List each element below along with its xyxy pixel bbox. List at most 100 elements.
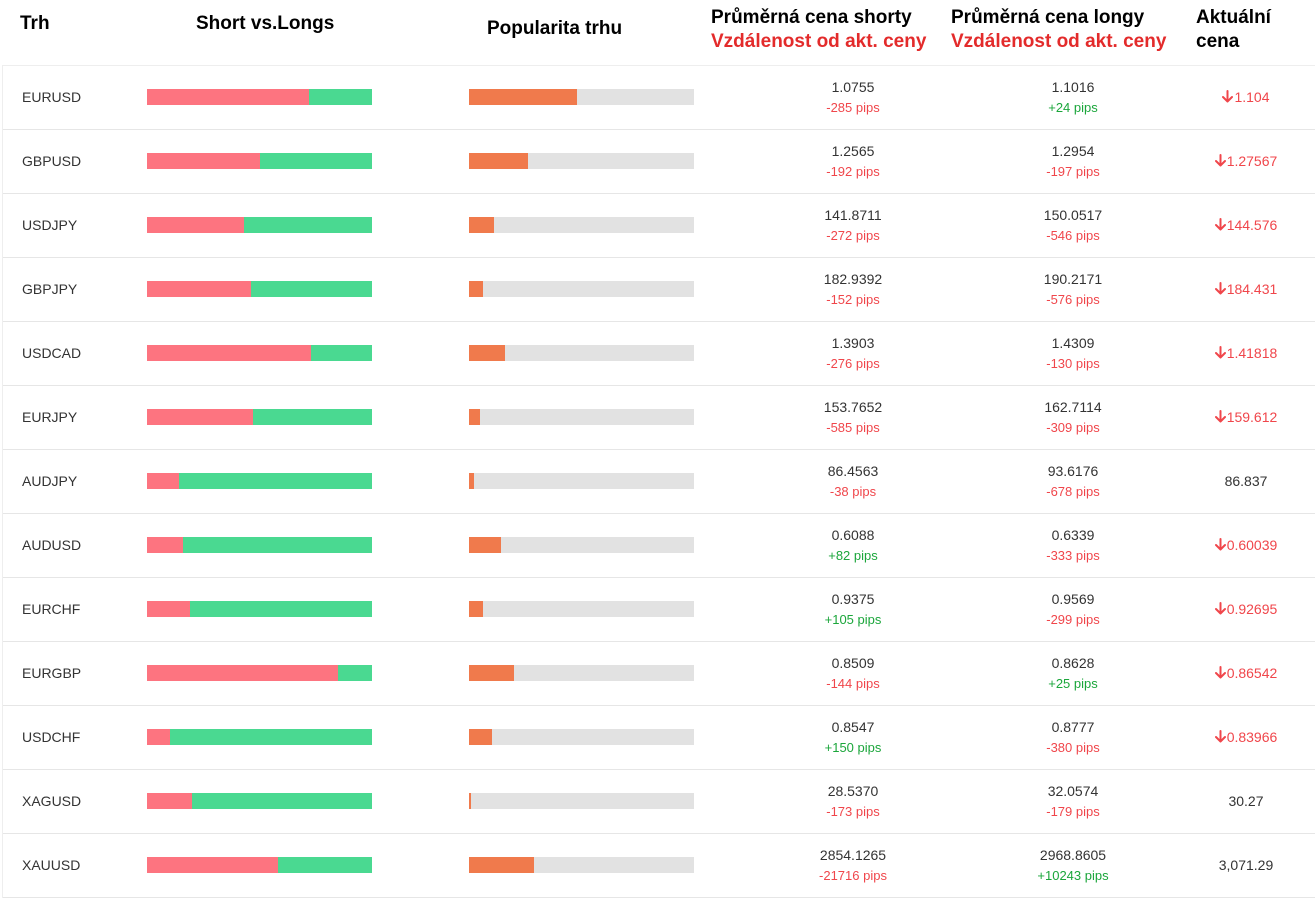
avg-long-cell: 162.7114 -309 pips [973,396,1173,438]
market-symbol[interactable]: USDJPY [22,217,78,233]
popularity-fill [469,473,474,489]
avg-long-cell: 1.2954 -197 pips [973,140,1173,182]
current-price: 30.27 [1228,793,1264,809]
market-symbol[interactable]: EURCHF [22,601,81,617]
short-vs-long-bar [147,153,372,169]
short-vs-long-bar [147,729,372,745]
short-vs-long-bar [147,665,372,681]
short-portion [147,665,339,681]
avg-short-cell: 0.9375 +105 pips [753,588,953,630]
table-row[interactable]: EURGBP 0.8509 -144 pips 0.8628 +25 pips 0.865… [3,642,1315,706]
table-header: Trh Short vs.Longs Popularita trhu Průmě… [0,0,1315,65]
market-symbol[interactable]: GBPJPY [22,281,78,297]
short-portion [147,537,183,553]
table-row[interactable]: AUDUSD 0.6088 +82 pips 0.6339 -333 pips 0.600… [3,514,1315,578]
market-symbol[interactable]: AUDJPY [22,473,78,489]
current-price-cell: 0.60039 [1188,514,1304,577]
avg-long-cell: 0.8628 +25 pips [973,652,1173,694]
short-portion [147,857,278,873]
avg-short-price: 0.8547 [831,719,875,735]
short-portion [147,729,170,745]
avg-long-distance: -380 pips [1046,740,1100,755]
market-symbol[interactable]: EURJPY [22,409,78,425]
market-symbol[interactable]: AUDUSD [22,537,82,553]
popularity-bar [469,89,694,105]
avg-long-distance: -546 pips [1046,228,1100,243]
header-current-price: Aktuální cena [1196,6,1271,54]
table-row[interactable]: GBPUSD 1.2565 -192 pips 1.2954 -197 pips 1.27… [3,130,1315,194]
avg-long-cell: 0.8777 -380 pips [973,716,1173,758]
header-current-price-line1: Aktuální [1196,7,1271,28]
short-portion [147,601,190,617]
avg-short-price: 28.5370 [827,783,879,799]
market-symbol[interactable]: XAGUSD [22,793,82,809]
avg-short-price: 86.4563 [827,463,879,479]
avg-short-price: 1.0755 [831,79,875,95]
market-symbol[interactable]: EURGBP [22,665,82,681]
avg-short-distance: -144 pips [826,676,880,691]
short-vs-long-bar [147,601,372,617]
avg-long-distance: -299 pips [1046,612,1100,627]
short-vs-long-bar [147,857,372,873]
current-price: 1.41818 [1226,345,1278,361]
table-row[interactable]: EURCHF 0.9375 +105 pips 0.9569 -299 pips 0.92… [3,578,1315,642]
avg-long-cell: 150.0517 -546 pips [973,204,1173,246]
current-price: 144.576 [1226,217,1278,233]
market-symbol[interactable]: GBPUSD [22,153,82,169]
current-price: 184.431 [1226,281,1278,297]
avg-short-cell: 182.9392 -152 pips [753,268,953,310]
avg-long-cell: 0.9569 -299 pips [973,588,1173,630]
avg-long-cell: 93.6176 -678 pips [973,460,1173,502]
short-vs-long-bar [147,281,372,297]
short-vs-long-bar [147,793,372,809]
table-row[interactable]: USDCHF 0.8547 +150 pips 0.8777 -380 pips 0.83… [3,706,1315,770]
table-row[interactable]: EURJPY 153.7652 -585 pips 162.7114 -309 pips… [3,386,1315,450]
avg-short-cell: 141.8711 -272 pips [753,204,953,246]
avg-short-distance: -192 pips [826,164,880,179]
table-row[interactable]: XAUUSD 2854.1265 -21716 pips 2968.8605 +1024… [3,834,1315,898]
short-portion [147,153,260,169]
table-row[interactable]: XAGUSD 28.5370 -173 pips 32.0574 -179 pips 30… [3,770,1315,834]
market-symbol[interactable]: USDCAD [22,345,82,361]
header-popularity: Popularita trhu [487,18,623,39]
avg-short-cell: 0.6088 +82 pips [753,524,953,566]
table-row[interactable]: USDJPY 141.8711 -272 pips 150.0517 -546 pips… [3,194,1315,258]
avg-long-distance: -130 pips [1046,356,1100,371]
avg-long-price: 0.9569 [1051,591,1095,607]
avg-long-cell: 190.2171 -576 pips [973,268,1173,310]
current-price-cell: 1.41818 [1188,322,1304,385]
table-row[interactable]: USDCAD 1.3903 -276 pips 1.4309 -130 pips 1.41… [3,322,1315,386]
short-vs-long-bar [147,89,372,105]
avg-short-cell: 0.8509 -144 pips [753,652,953,694]
avg-long-price: 1.2954 [1051,143,1095,159]
avg-long-price: 190.2171 [1043,271,1103,287]
popularity-bar [469,537,694,553]
header-avg-short-distance: Vzdálenost od akt. ceny [711,31,927,52]
avg-long-price: 32.0574 [1047,783,1099,799]
market-symbol[interactable]: EURUSD [22,89,82,105]
avg-short-price: 1.2565 [831,143,875,159]
market-symbol[interactable]: XAUUSD [22,857,81,873]
market-symbol[interactable]: USDCHF [22,729,81,745]
header-short-vs-longs: Short vs.Longs [196,13,335,34]
short-portion [147,217,244,233]
avg-long-price: 0.8777 [1051,719,1095,735]
table-body: EURUSD 1.0755 -285 pips 1.1016 +24 pips 1.104… [2,65,1315,898]
popularity-fill [469,281,483,297]
header-avg-short: Průměrná cena shorty Vzdálenost od akt. … [711,6,926,54]
short-vs-long-bar [147,409,372,425]
table-row[interactable]: EURUSD 1.0755 -285 pips 1.1016 +24 pips 1.104 [3,65,1315,130]
avg-short-distance: +150 pips [824,740,882,755]
table-row[interactable]: GBPJPY 182.9392 -152 pips 190.2171 -576 pips… [3,258,1315,322]
popularity-fill [469,537,501,553]
header-market: Trh [20,13,50,34]
avg-short-cell: 1.0755 -285 pips [753,76,953,118]
current-price-cell: 0.92695 [1188,578,1304,641]
current-price-cell: 86.837 [1188,450,1304,513]
popularity-bar [469,857,694,873]
avg-long-distance: -309 pips [1046,420,1100,435]
popularity-bar [469,217,694,233]
avg-long-cell: 1.4309 -130 pips [973,332,1173,374]
table-row[interactable]: AUDJPY 86.4563 -38 pips 93.6176 -678 pips 86.… [3,450,1315,514]
current-price: 1.104 [1234,89,1270,105]
